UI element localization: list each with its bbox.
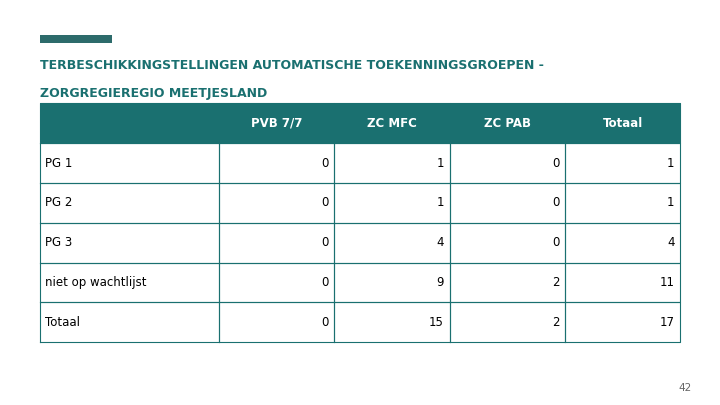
Bar (40, 143, 219, 183)
Text: niet op wachtlijst: niet op wachtlijst (45, 276, 147, 289)
Text: 0: 0 (321, 276, 328, 289)
Bar (334, 262, 450, 303)
Text: 0: 0 (321, 196, 328, 209)
Text: 0: 0 (321, 236, 328, 249)
Text: 17: 17 (660, 316, 675, 329)
Bar (219, 103, 334, 143)
Text: 42: 42 (678, 383, 691, 393)
Bar (219, 143, 334, 183)
Bar (40, 223, 219, 262)
Bar (334, 223, 450, 262)
Text: 4: 4 (667, 236, 675, 249)
Bar (565, 183, 680, 223)
Bar (565, 262, 680, 303)
Bar (219, 223, 334, 262)
Text: 1: 1 (667, 156, 675, 170)
Text: TERBESCHIKKINGSTELLINGEN AUTOMATISCHE TOEKENNINGSGROEPEN -: TERBESCHIKKINGSTELLINGEN AUTOMATISCHE TO… (40, 59, 544, 72)
Text: 4: 4 (436, 236, 444, 249)
Bar (565, 143, 680, 183)
Text: 0: 0 (321, 156, 328, 170)
Text: 2: 2 (552, 276, 559, 289)
Bar (334, 143, 450, 183)
Bar (334, 183, 450, 223)
Bar (40, 262, 219, 303)
Bar (40, 35, 112, 43)
Text: 1: 1 (436, 196, 444, 209)
Bar (450, 103, 565, 143)
Bar (565, 223, 680, 262)
Bar (219, 303, 334, 342)
Text: ZORGREGIEREGIO MEETJESLAND: ZORGREGIEREGIO MEETJESLAND (40, 87, 267, 100)
Bar (450, 223, 565, 262)
Bar (219, 262, 334, 303)
Bar (565, 103, 680, 143)
Text: Totaal: Totaal (45, 316, 81, 329)
Bar (334, 303, 450, 342)
Text: PG 3: PG 3 (45, 236, 73, 249)
Bar (40, 303, 219, 342)
Text: Totaal: Totaal (603, 117, 643, 130)
Text: ZC PAB: ZC PAB (484, 117, 531, 130)
Bar (450, 143, 565, 183)
Text: 0: 0 (321, 316, 328, 329)
Text: 0: 0 (552, 196, 559, 209)
Bar (334, 103, 450, 143)
Bar (40, 183, 219, 223)
Text: PG 2: PG 2 (45, 196, 73, 209)
Text: 0: 0 (552, 156, 559, 170)
Bar (450, 262, 565, 303)
Text: 15: 15 (429, 316, 444, 329)
Bar (565, 303, 680, 342)
Text: PVB 7/7: PVB 7/7 (251, 117, 302, 130)
Text: 1: 1 (667, 196, 675, 209)
Text: 9: 9 (436, 276, 444, 289)
Bar (450, 183, 565, 223)
Text: 0: 0 (552, 236, 559, 249)
Bar (219, 183, 334, 223)
Bar (450, 303, 565, 342)
Text: 2: 2 (552, 316, 559, 329)
Bar (40, 103, 219, 143)
Text: 1: 1 (436, 156, 444, 170)
Text: PG 1: PG 1 (45, 156, 73, 170)
Text: ZC MFC: ZC MFC (367, 117, 417, 130)
Text: 11: 11 (660, 276, 675, 289)
